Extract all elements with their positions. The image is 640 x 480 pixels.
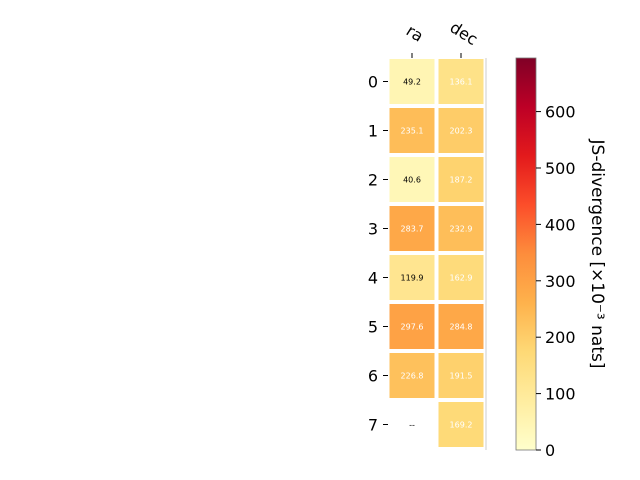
cell-value-label: 202.3: [450, 127, 473, 136]
colorbar-gradient: [515, 57, 537, 451]
heatmap-cell: [389, 157, 435, 202]
cell-value-label: 40.6: [403, 176, 421, 185]
cell-value-label: 283.7: [401, 225, 424, 234]
cell-value-label: 162.9: [450, 274, 473, 283]
cell-value-label: 187.2: [450, 176, 473, 185]
colorbar-tick-label: 400: [545, 215, 576, 234]
heatmap-cell: [438, 304, 484, 349]
column-ticks: [411, 53, 462, 58]
cell-value-label: 49.2: [403, 78, 421, 87]
heatmap-cell: [438, 206, 484, 251]
heatmap-cell: [389, 59, 435, 104]
row-label: 3: [368, 220, 378, 239]
cell-value-label: 235.1: [401, 127, 424, 136]
cell-value-label: 284.8: [450, 323, 473, 332]
heatmap-cell: [389, 255, 435, 300]
row-label: 2: [368, 171, 378, 190]
cell-value-label: 226.8: [401, 372, 424, 381]
heatmap-cell: [438, 108, 484, 153]
heatmap-cell: [438, 402, 484, 447]
colorbar-tick-label: 200: [545, 328, 576, 347]
cell-value-label: 297.6: [401, 323, 424, 332]
cell-value-label: 119.9: [401, 274, 424, 283]
heatmap-cell: [389, 304, 435, 349]
colorbar-ticks: 0 100 200 300 400 500 600: [536, 103, 576, 460]
row-label: 5: [368, 318, 378, 337]
cell-value-label: --: [409, 421, 415, 430]
cell-value-label: 191.5: [450, 372, 473, 381]
column-label-dec: dec: [447, 18, 481, 49]
row-label: 1: [368, 122, 378, 141]
heatmap-cell: [438, 59, 484, 104]
row-label: 7: [368, 416, 378, 435]
cell-value-label: 169.2: [450, 421, 473, 430]
heatmap-cell: [389, 206, 435, 251]
heatmap-cell: [389, 353, 435, 398]
row-label: 0: [368, 73, 378, 92]
heatmap-cell: [389, 108, 435, 153]
colorbar-label: JS-divergence [×10⁻³ nats]: [587, 139, 607, 369]
row-label: 4: [368, 269, 378, 288]
heatmap-cell: [438, 353, 484, 398]
colorbar-tick-label: 100: [545, 385, 576, 404]
cell-value-label: 232.9: [450, 225, 473, 234]
row-label: 6: [368, 367, 378, 386]
column-labels: ra dec: [403, 18, 481, 49]
colorbar-tick-label: 600: [545, 103, 576, 122]
heatmap-cell: [438, 255, 484, 300]
colorbar-tick-label: 500: [545, 159, 576, 178]
colorbar-tick-label: 0: [545, 441, 555, 460]
column-label-ra: ra: [403, 21, 427, 46]
cell-value-label: 136.1: [450, 78, 473, 87]
heatmap-cell: [438, 157, 484, 202]
row-labels: 0 1 2 3 4 5 6 7: [368, 73, 388, 435]
colorbar: 0 100 200 300 400 500 600 JS-divergence [×10⁻³…: [515, 57, 607, 460]
colorbar-tick-label: 300: [545, 272, 576, 291]
heatmap-cells: 49.2 136.1 235.1 202.3 40.6 187.2 283.7 232.9 11…: [389, 59, 484, 447]
